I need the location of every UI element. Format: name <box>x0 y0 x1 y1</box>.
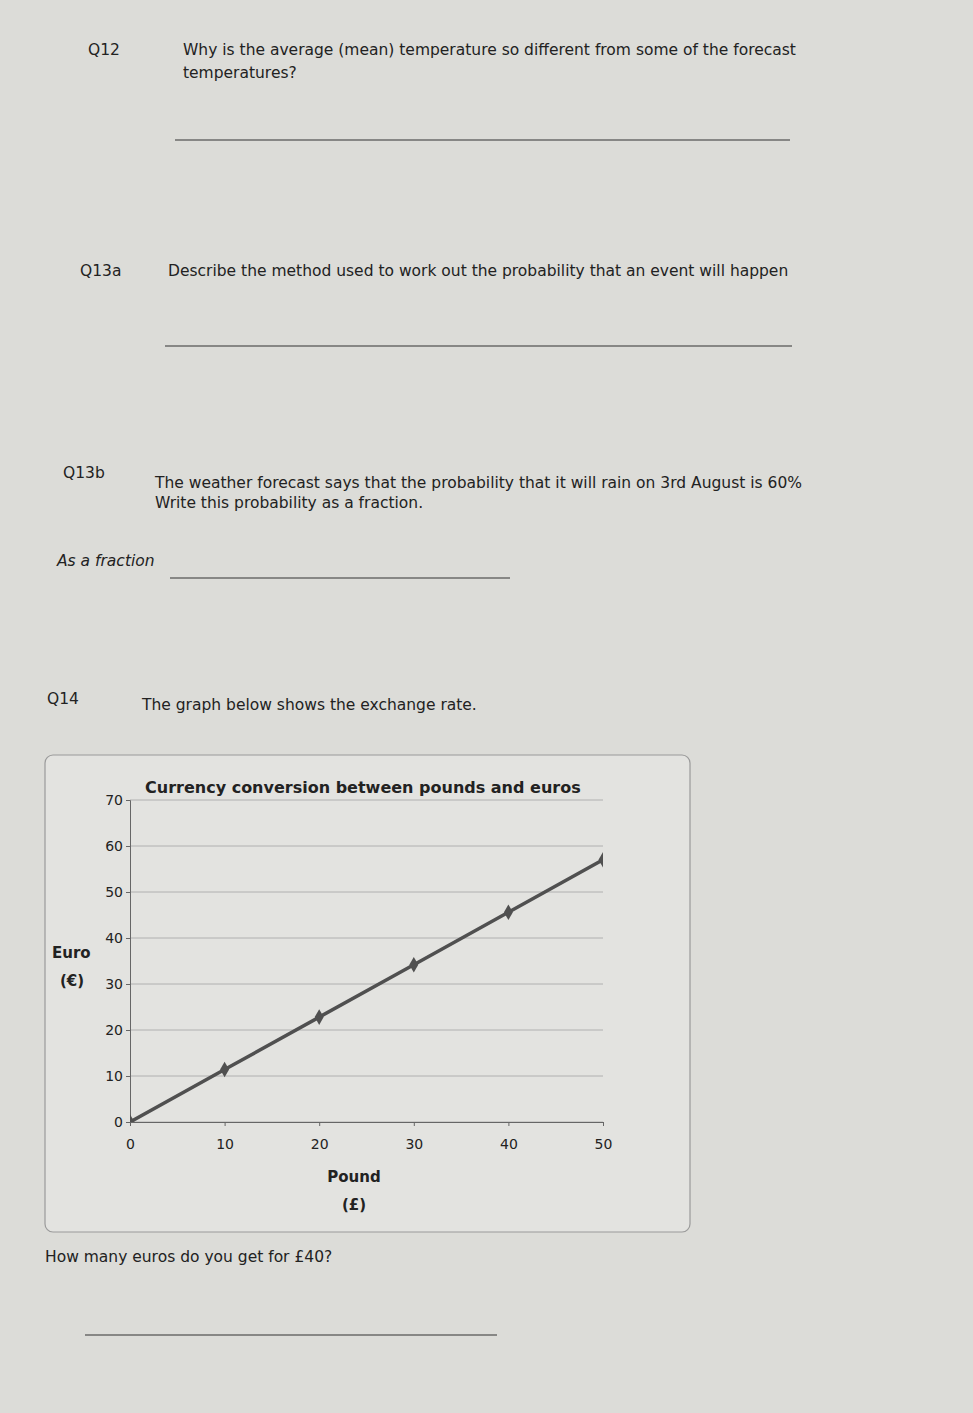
y-axis: 0 10 20 30 40 50 60 70 <box>105 792 130 1130</box>
tick-label: 20 <box>105 1022 123 1038</box>
tick-label: 0 <box>114 1114 123 1130</box>
axis-line <box>131 1123 604 1127</box>
tick-label: 60 <box>105 838 123 854</box>
question-text: Write this probability as a fraction. <box>155 494 423 512</box>
tick-mark <box>126 800 130 801</box>
answer-line <box>165 345 792 346</box>
question-text: temperatures? <box>183 64 297 82</box>
marker <box>315 1009 324 1025</box>
grid-line <box>130 846 603 847</box>
x-axis: 0 10 20 30 40 50 <box>126 1122 612 1152</box>
tick-mark <box>126 892 130 893</box>
marker <box>130 1114 134 1122</box>
tick: 20 <box>311 1122 329 1152</box>
tick: 10 <box>216 1122 234 1152</box>
marker <box>409 957 418 973</box>
tick: 40 <box>500 1122 518 1152</box>
answer-label: As a fraction <box>56 552 155 570</box>
chart-title: Currency conversion between pounds and e… <box>145 778 581 797</box>
tick-label: 50 <box>105 884 123 900</box>
tick-mark <box>126 1076 130 1077</box>
series-line <box>130 860 603 1122</box>
question-number: Q13a <box>80 262 121 280</box>
grid-line <box>130 800 603 801</box>
chart: 0 10 20 30 40 50 60 70 0 10 20 30 40 50 Currency conve… <box>52 778 612 1214</box>
tick: 0 <box>114 1114 130 1130</box>
tick-mark <box>126 1122 130 1123</box>
tick-label: 70 <box>105 792 123 808</box>
tick-mark <box>508 1122 509 1126</box>
x-axis-label: Pound <box>327 1168 380 1186</box>
tick-mark <box>126 846 130 847</box>
y-axis-label: (€) <box>60 972 84 990</box>
tick-mark <box>414 1122 415 1126</box>
question-text: The graph below shows the exchange rate. <box>141 696 477 714</box>
marker <box>599 852 603 868</box>
grid-line <box>130 1030 603 1031</box>
tick-label: 20 <box>311 1136 329 1152</box>
x-axis-label: (£) <box>342 1196 366 1214</box>
grid-line <box>130 892 603 893</box>
tick: 0 <box>126 1122 135 1152</box>
question-text: The weather forecast says that the proba… <box>154 474 802 492</box>
tick: 20 <box>105 1022 130 1038</box>
tick-mark <box>603 1122 604 1126</box>
tick-mark <box>126 984 130 985</box>
tick: 50 <box>595 1122 613 1152</box>
tick-mark <box>126 938 130 939</box>
grid <box>130 800 603 1122</box>
axis-line <box>126 801 131 1123</box>
question-number: Q14 <box>47 690 79 708</box>
tick-mark <box>225 1122 226 1126</box>
tick-label: 40 <box>500 1136 518 1152</box>
tick: 40 <box>105 930 130 946</box>
tick-label: 50 <box>595 1136 613 1152</box>
answer-line <box>175 139 790 140</box>
answer-line <box>170 577 510 578</box>
grid-line <box>130 984 603 985</box>
y-axis-label: Euro <box>52 944 91 962</box>
tick-label: 10 <box>105 1068 123 1084</box>
grid-line <box>130 938 603 939</box>
tick: 50 <box>105 884 130 900</box>
question-text: How many euros do you get for £40? <box>45 1248 332 1266</box>
page: Q12 Why is the average (mean) temperature… <box>0 0 973 1413</box>
tick-label: 40 <box>105 930 123 946</box>
chart-frame <box>45 755 690 1232</box>
tick-label: 0 <box>126 1136 135 1152</box>
answer-line <box>85 1334 497 1335</box>
tick: 70 <box>105 792 130 808</box>
tick-label: 30 <box>105 976 123 992</box>
tick-label: 10 <box>216 1136 234 1152</box>
question-number: Q12 <box>88 41 120 59</box>
marker <box>504 904 513 920</box>
tick: 30 <box>105 976 130 992</box>
paper <box>0 0 973 1413</box>
tick-label: 30 <box>405 1136 423 1152</box>
plot-area <box>130 852 603 1122</box>
marker <box>220 1062 229 1078</box>
tick: 60 <box>105 838 130 854</box>
tick: 10 <box>105 1068 130 1084</box>
tick-mark <box>130 1122 131 1126</box>
question-text: Why is the average (mean) temperature so… <box>183 41 796 59</box>
question-number: Q13b <box>63 464 105 482</box>
tick: 30 <box>405 1122 423 1152</box>
grid-line <box>130 1076 603 1077</box>
question-text: Describe the method used to work out the… <box>168 262 788 280</box>
tick-mark <box>126 1030 130 1031</box>
tick-mark <box>319 1122 320 1126</box>
